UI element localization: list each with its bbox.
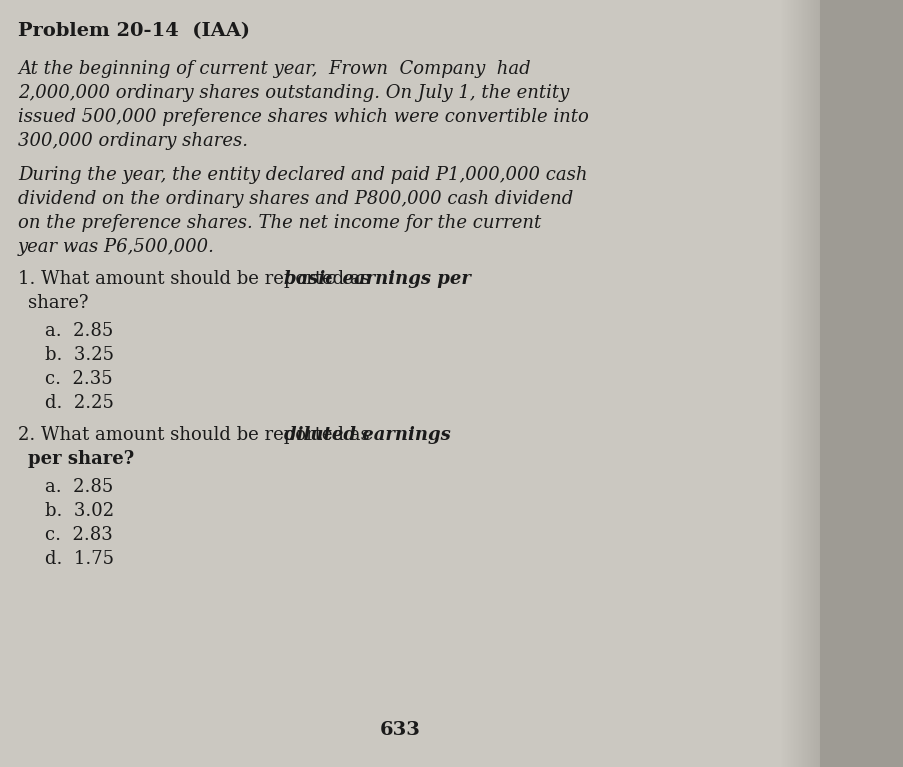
Text: At the beginning of current year,  Frown  Company  had: At the beginning of current year, Frown … — [18, 60, 530, 78]
Bar — [779, 0, 780, 767]
Bar — [815, 0, 816, 767]
Text: diluted earnings: diluted earnings — [284, 426, 451, 444]
Text: per share?: per share? — [28, 450, 134, 468]
Text: basic earnings per: basic earnings per — [284, 270, 470, 288]
Bar — [780, 0, 781, 767]
Bar — [808, 0, 809, 767]
Text: d.  2.25: d. 2.25 — [45, 394, 114, 412]
Bar — [806, 0, 807, 767]
Bar — [783, 0, 784, 767]
Bar — [787, 0, 788, 767]
Text: c.  2.35: c. 2.35 — [45, 370, 113, 388]
Bar — [797, 0, 798, 767]
Bar — [782, 0, 783, 767]
Bar — [812, 0, 813, 767]
Bar — [804, 0, 805, 767]
Text: 1. What amount should be reported as: 1. What amount should be reported as — [18, 270, 375, 288]
Bar — [801, 0, 802, 767]
Text: During the year, the entity declared and paid P1,000,000 cash: During the year, the entity declared and… — [18, 166, 587, 184]
Bar — [789, 0, 790, 767]
Text: on the preference shares. The net income for the current: on the preference shares. The net income… — [18, 214, 541, 232]
Bar — [805, 0, 806, 767]
Text: dividend on the ordinary shares and P800,000 cash dividend: dividend on the ordinary shares and P800… — [18, 190, 573, 208]
Text: b.  3.25: b. 3.25 — [45, 346, 114, 364]
Text: 2. What amount should be reported as: 2. What amount should be reported as — [18, 426, 375, 444]
Bar — [819, 0, 903, 767]
Bar — [781, 0, 782, 767]
Bar — [800, 0, 801, 767]
Bar — [796, 0, 797, 767]
Bar — [784, 0, 785, 767]
Text: a.  2.85: a. 2.85 — [45, 322, 113, 340]
Bar — [802, 0, 803, 767]
Bar — [813, 0, 815, 767]
Text: issued 500,000 preference shares which were convertible into: issued 500,000 preference shares which w… — [18, 108, 588, 126]
Text: d.  1.75: d. 1.75 — [45, 550, 114, 568]
Text: 300,000 ordinary shares.: 300,000 ordinary shares. — [18, 132, 247, 150]
Text: year was P6,500,000.: year was P6,500,000. — [18, 238, 215, 256]
Bar — [810, 0, 811, 767]
Bar — [790, 0, 791, 767]
Bar — [809, 0, 810, 767]
Bar — [788, 0, 789, 767]
Bar — [807, 0, 808, 767]
Bar — [791, 0, 792, 767]
Bar — [816, 0, 817, 767]
Text: Problem 20-14  (IAA): Problem 20-14 (IAA) — [18, 22, 250, 40]
Bar — [785, 0, 787, 767]
Bar — [817, 0, 818, 767]
Text: 2,000,000 ordinary shares outstanding. On July 1, the entity: 2,000,000 ordinary shares outstanding. O… — [18, 84, 569, 102]
Bar — [798, 0, 799, 767]
Bar — [811, 0, 812, 767]
Bar — [794, 0, 796, 767]
Bar — [818, 0, 819, 767]
Text: c.  2.83: c. 2.83 — [45, 526, 113, 544]
Bar — [803, 0, 804, 767]
Bar — [792, 0, 793, 767]
Bar — [799, 0, 800, 767]
Text: share?: share? — [28, 294, 88, 312]
Text: a.  2.85: a. 2.85 — [45, 478, 113, 496]
Bar — [793, 0, 794, 767]
Text: 633: 633 — [379, 721, 420, 739]
Text: b.  3.02: b. 3.02 — [45, 502, 114, 520]
